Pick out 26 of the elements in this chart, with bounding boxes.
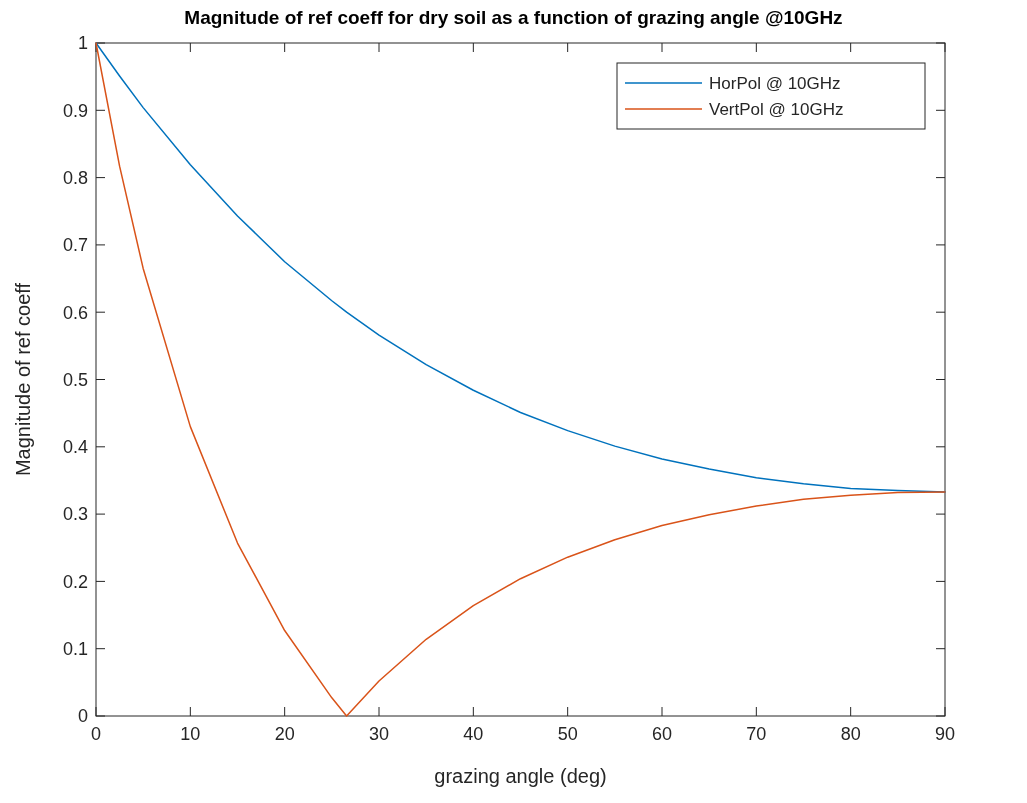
x-tick-label: 30 — [368, 724, 390, 744]
y-tick-label: 0.5 — [62, 369, 88, 390]
x-tick-label: 10 — [180, 724, 201, 744]
x-tick-label: 50 — [557, 724, 578, 744]
legend-label: HorPol @ 10GHz — [709, 73, 841, 93]
x-tick-label: 70 — [746, 724, 767, 744]
x-tick-label: 60 — [651, 724, 673, 744]
x-tick-label: 80 — [840, 724, 861, 744]
chart-title: Magnitude of ref coeff for dry soil as a function of grazing angle @10GHz — [184, 7, 843, 28]
x-tick-label: 0 — [90, 724, 102, 744]
y-tick-label: 0.1 — [62, 639, 88, 659]
y-tick-label: 0.2 — [62, 571, 88, 592]
y-tick-label: 0.6 — [62, 302, 88, 323]
y-tick-label: 0.4 — [62, 437, 88, 458]
y-tick-label: 0.9 — [62, 100, 88, 121]
x-tick-label: 90 — [934, 724, 956, 744]
x-tick-label: 20 — [274, 724, 295, 744]
y-tick-label: 0 — [77, 706, 88, 727]
y-tick-label: 0.3 — [62, 504, 88, 525]
y-tick-label: 1 — [77, 33, 88, 54]
y-axis-title: Magnitude of ref coeff — [12, 282, 34, 477]
y-tick-label: 0.8 — [62, 167, 88, 188]
x-axis-title: grazing angle (deg) — [434, 765, 607, 787]
y-tick-label: 0.7 — [62, 235, 88, 256]
x-tick-label: 40 — [463, 724, 484, 744]
legend-label: VertPol @ 10GHz — [709, 99, 844, 119]
